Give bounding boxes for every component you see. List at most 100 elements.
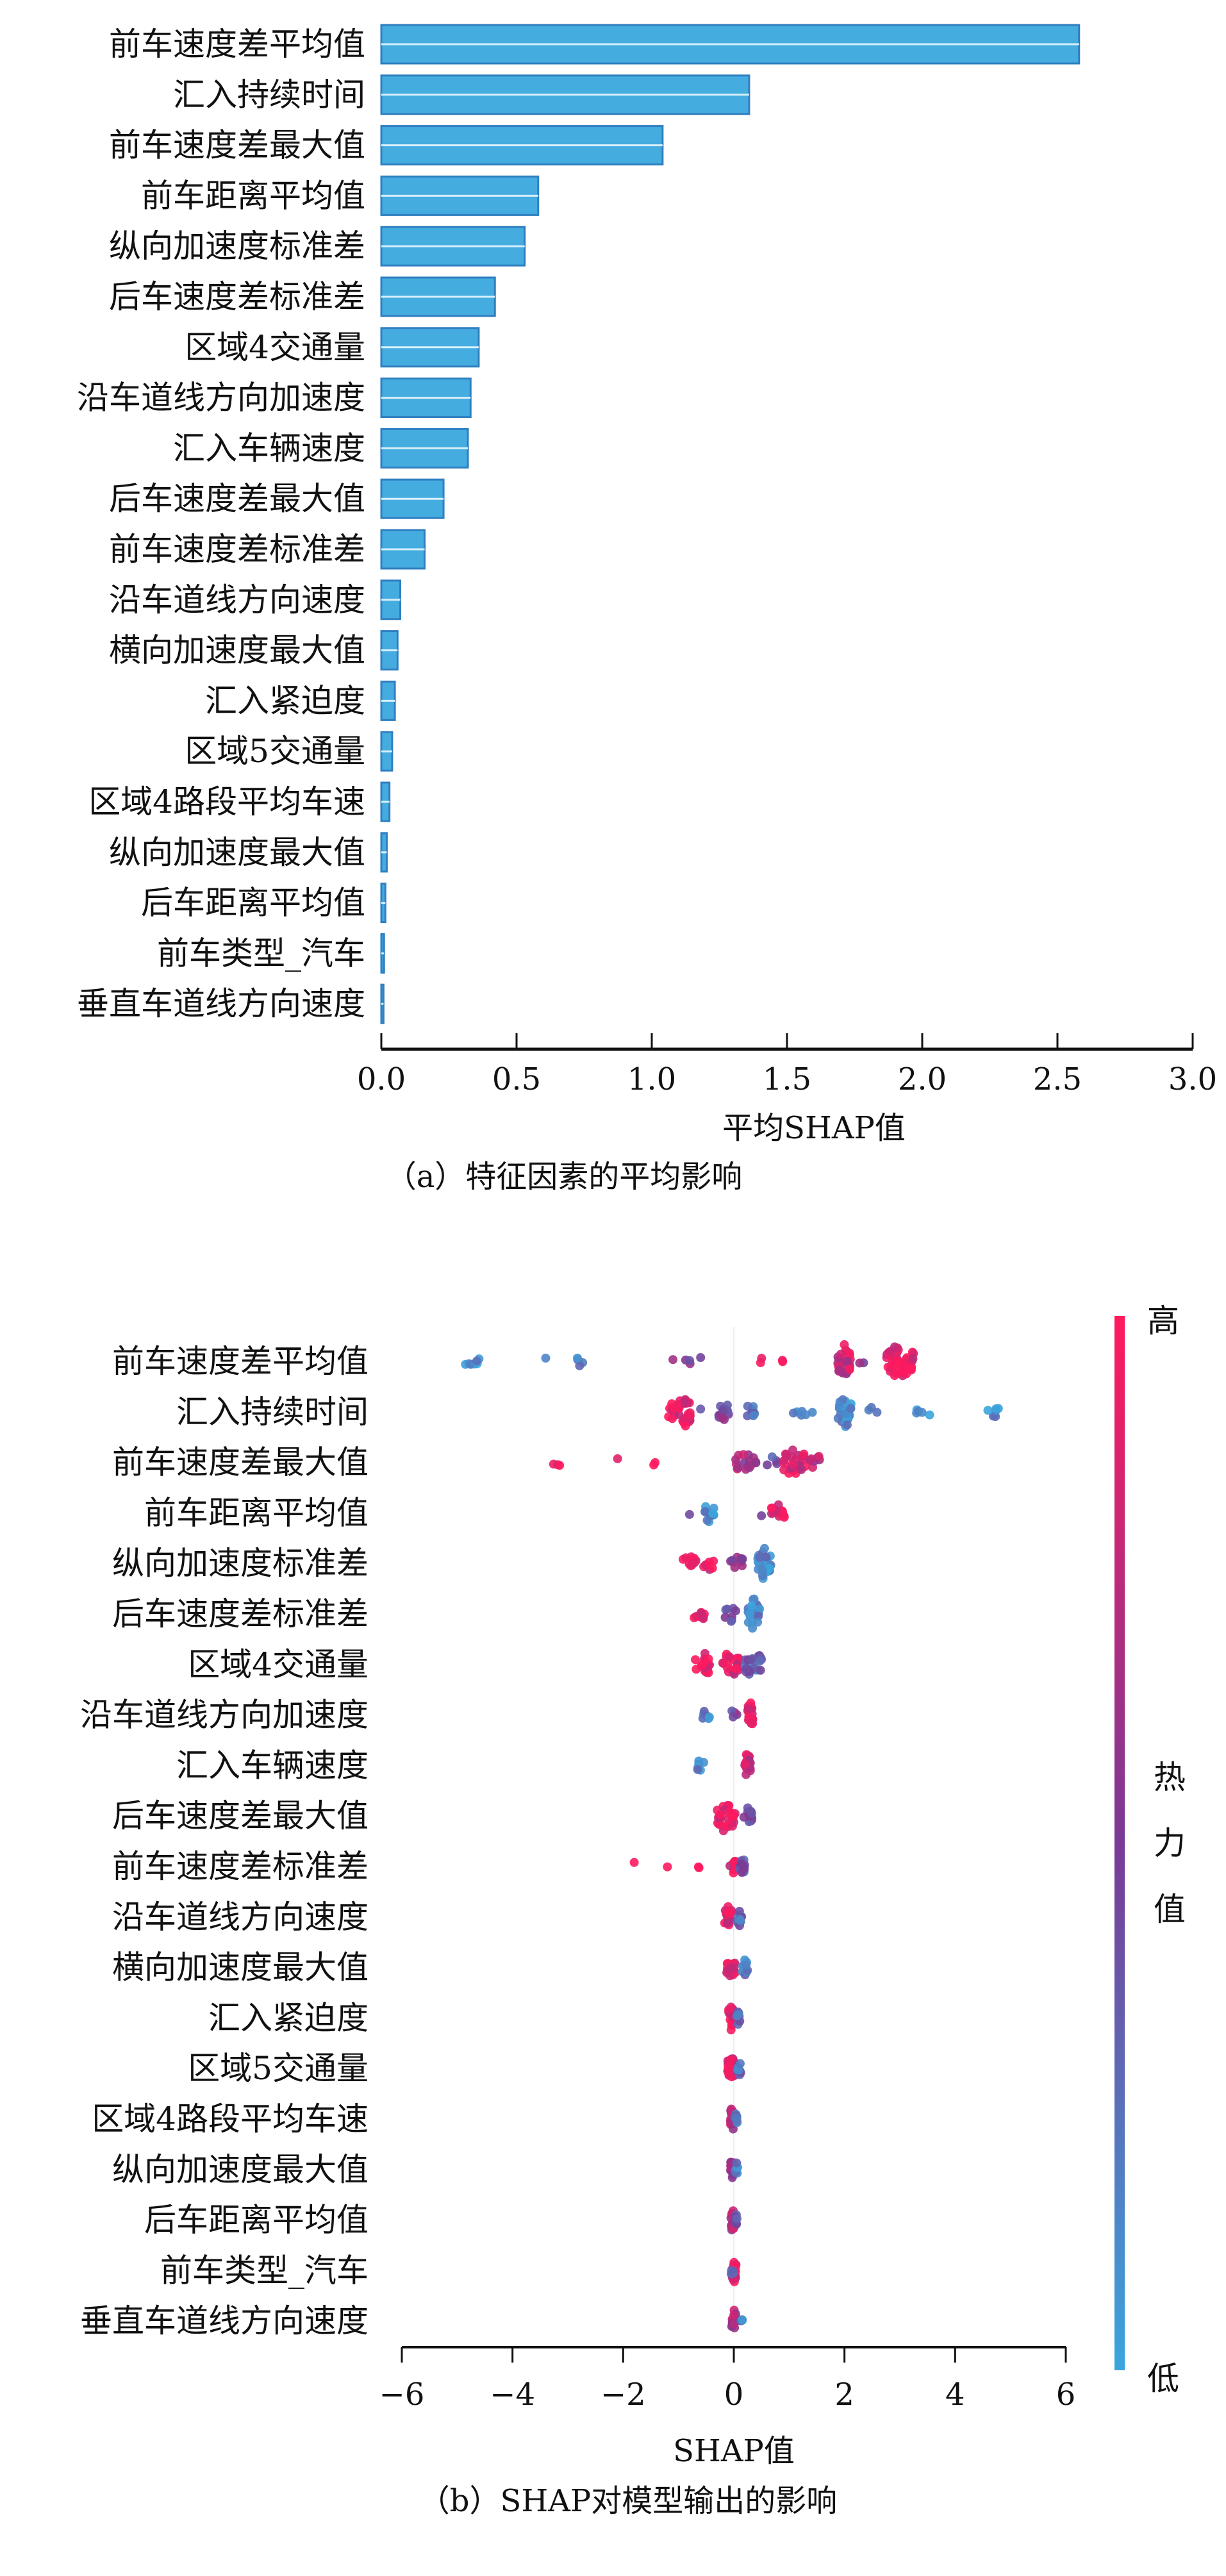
shap-point xyxy=(741,1465,750,1474)
shap-point xyxy=(696,1404,706,1414)
shap-point xyxy=(843,1356,852,1366)
shap-point xyxy=(893,1356,903,1366)
shap-point xyxy=(541,1353,551,1363)
shap-point xyxy=(745,1609,755,1618)
mean-shap-bar-chart: 前车速度差平均值汇入持续时间前车速度差最大值前车距离平均值纵向加速度标准差后车速… xyxy=(77,24,1217,1097)
x-tick-label: 2.0 xyxy=(898,1061,947,1097)
shap-point xyxy=(846,1404,856,1413)
shap-point xyxy=(691,1655,700,1665)
shap-point xyxy=(732,2158,741,2168)
shap-point xyxy=(866,1402,876,1412)
colorbar xyxy=(1114,1316,1125,2370)
chart-b-caption: （b）SHAP对模型输出的影响 xyxy=(419,2483,837,2519)
x-tick-label: −4 xyxy=(490,2377,535,2413)
shap-point xyxy=(732,2214,741,2223)
x-tick-label: 0.5 xyxy=(492,1061,541,1097)
shap-point xyxy=(728,2124,738,2134)
feature-label: 前车速度差平均值 xyxy=(112,1343,369,1380)
shap-point xyxy=(991,1404,1001,1413)
shap-point xyxy=(737,1859,747,1869)
shap-point xyxy=(983,1406,993,1415)
shap-point xyxy=(685,1356,695,1365)
shap-point xyxy=(917,1408,927,1417)
shap-point xyxy=(767,1452,777,1461)
feature-label: 纵向加速度最大值 xyxy=(109,834,365,871)
shap-point xyxy=(673,1399,683,1409)
shap-point xyxy=(693,1765,702,1774)
feature-label: 前车类型_汽车 xyxy=(160,2252,369,2289)
chart-a-xlabel: 平均SHAP值 xyxy=(722,1110,906,1146)
x-tick-label: 0.0 xyxy=(357,1061,406,1097)
feature-label: 区域5交通量 xyxy=(185,733,365,770)
shap-point xyxy=(766,1503,776,1513)
feature-label: 前车速度差标准差 xyxy=(109,531,365,568)
shap-point xyxy=(908,1354,918,1363)
shap-point xyxy=(715,1810,725,1820)
feature-label: 沿车道线方向加速度 xyxy=(80,1697,369,1734)
shap-point xyxy=(730,1563,740,1572)
shap-point xyxy=(724,1652,734,1661)
shap-point xyxy=(704,1654,713,1664)
shap-point xyxy=(755,1552,765,1562)
shap-point xyxy=(731,1664,741,1674)
shap-point xyxy=(684,1509,694,1519)
shap-point xyxy=(747,1601,756,1611)
shap-point xyxy=(779,1511,789,1520)
shap-point xyxy=(696,1608,706,1618)
shap-point xyxy=(855,1358,865,1368)
feature-label: 纵向加速度标准差 xyxy=(109,228,365,265)
feature-label: 汇入紧迫度 xyxy=(208,1999,369,2036)
shap-point xyxy=(737,1868,747,1877)
shap-point xyxy=(753,1617,763,1627)
shap-point xyxy=(685,1411,695,1420)
shap-point xyxy=(681,1553,691,1563)
feature-label: 汇入车辆速度 xyxy=(173,429,365,467)
shap-point xyxy=(724,1907,733,1917)
shap-point xyxy=(840,1340,849,1349)
feature-label: 纵向加速度最大值 xyxy=(112,2151,369,2188)
shap-point xyxy=(761,1552,771,1562)
shap-point xyxy=(704,1712,714,1722)
x-tick-label: 2 xyxy=(834,2377,854,2413)
feature-label: 后车距离平均值 xyxy=(141,885,365,922)
feature-label: 后车速度差最大值 xyxy=(109,480,365,517)
feature-label: 横向加速度最大值 xyxy=(109,632,365,669)
feature-label: 沿车道线方向速度 xyxy=(109,581,365,619)
shap-point xyxy=(668,1414,677,1424)
shap-point xyxy=(755,1656,765,1666)
shap-point xyxy=(799,1449,809,1459)
shap-point xyxy=(902,1369,911,1379)
shap-point xyxy=(629,1857,639,1867)
feature-label: 区域5交通量 xyxy=(188,2050,369,2087)
shap-point xyxy=(739,1450,749,1459)
colorbar-high-label: 高 xyxy=(1147,1302,1179,1340)
shap-point xyxy=(735,1915,745,1925)
x-tick-label: 2.5 xyxy=(1033,1061,1082,1097)
x-tick-label: −6 xyxy=(379,2377,425,2413)
feature-label: 垂直车道线方向速度 xyxy=(77,985,365,1022)
shap-point xyxy=(724,2005,734,2015)
feature-label: 后车距离平均值 xyxy=(144,2202,369,2239)
shap-point xyxy=(845,1364,854,1374)
feature-label: 沿车道线方向速度 xyxy=(112,1899,369,1936)
feature-label: 区域4交通量 xyxy=(185,329,365,366)
colorbar-title-3: 值 xyxy=(1154,1891,1186,1928)
x-tick-label: 0 xyxy=(724,2377,744,2413)
shap-point xyxy=(694,1756,704,1766)
shap-point xyxy=(733,1463,743,1472)
shap-point xyxy=(727,2269,736,2279)
shap-point xyxy=(718,1406,728,1416)
colorbar-title-1: 热 xyxy=(1154,1759,1186,1796)
shap-point xyxy=(717,1413,727,1423)
shap-point xyxy=(738,2315,747,2325)
shap-point xyxy=(726,2055,736,2065)
shap-point xyxy=(724,1807,734,1817)
shap-point xyxy=(751,1458,761,1468)
feature-label: 汇入紧迫度 xyxy=(205,682,365,719)
shap-point xyxy=(702,1515,712,1525)
feature-label: 区域4交通量 xyxy=(188,1646,369,1683)
shap-point xyxy=(834,1365,844,1375)
shap-point xyxy=(842,1420,852,1430)
colorbar-low-label: 低 xyxy=(1147,2360,1179,2397)
